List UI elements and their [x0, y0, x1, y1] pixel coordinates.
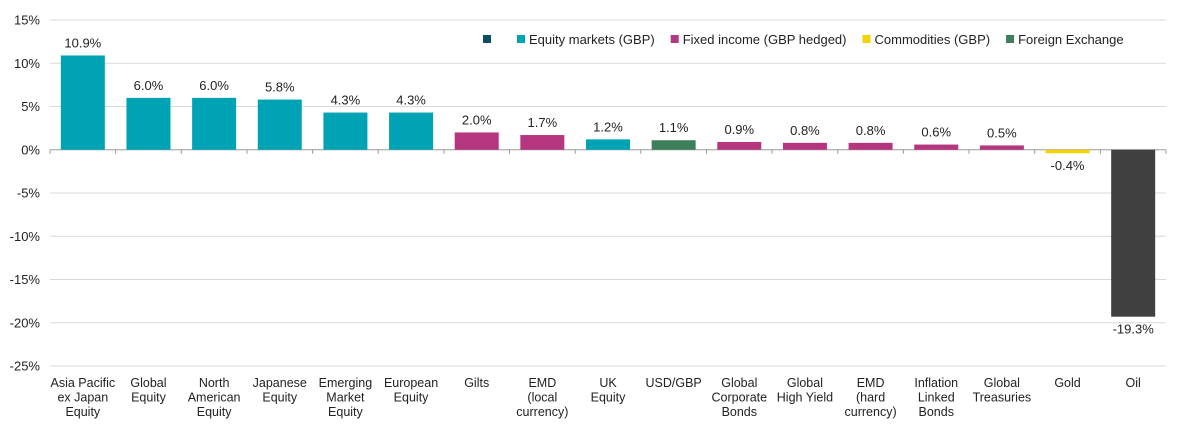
- x-category-label: Bonds: [722, 405, 757, 419]
- bar: [979, 145, 1024, 150]
- bar: [1111, 149, 1156, 317]
- bar: [782, 142, 827, 150]
- data-label: 0.8%: [790, 123, 820, 138]
- x-category-label: Equity: [197, 405, 232, 419]
- legend-label: Fixed income (GBP hedged): [683, 32, 847, 47]
- x-category-label: Inflation: [914, 376, 958, 390]
- bar: [389, 112, 434, 150]
- y-tick-label: -5%: [17, 186, 41, 201]
- x-category-label: European: [384, 376, 438, 390]
- bar: [60, 55, 105, 150]
- data-label: 0.8%: [856, 123, 886, 138]
- y-tick-label: 5%: [21, 99, 40, 114]
- bar: [520, 135, 565, 150]
- y-tick-label: 0%: [21, 142, 40, 157]
- y-tick-label: 10%: [14, 56, 40, 71]
- x-category-label: Market: [326, 391, 365, 405]
- x-category-label: Global: [130, 376, 166, 390]
- x-category-label: Asia Pacific: [51, 376, 116, 390]
- x-category-label: Linked: [918, 391, 955, 405]
- bar: [848, 142, 893, 150]
- bar: [586, 139, 630, 150]
- x-category-label: currency): [516, 405, 568, 419]
- x-category-label: USD/GBP: [646, 376, 702, 390]
- legend: Equity markets (GBP) Fixed income (GBP he…: [483, 32, 1124, 47]
- bar: [126, 97, 171, 150]
- data-label: 2.0%: [462, 112, 492, 127]
- x-category-label: Equity: [328, 405, 363, 419]
- x-category-label: (local: [527, 391, 557, 405]
- bar: [323, 112, 368, 150]
- x-category-label: Global: [787, 376, 823, 390]
- data-label: 1.7%: [528, 115, 558, 130]
- y-tick-label: -15%: [10, 272, 41, 287]
- data-label: 6.0%: [199, 78, 229, 93]
- x-category-label: Equity: [591, 391, 626, 405]
- x-category-label: Equity: [262, 391, 297, 405]
- x-category-label: Equity: [131, 391, 166, 405]
- data-label: -19.3%: [1113, 322, 1155, 337]
- x-category-label: North: [199, 376, 230, 390]
- x-category-label: Treasuries: [973, 391, 1032, 405]
- x-category-label: ex Japan: [57, 391, 108, 405]
- x-category-label: Gold: [1054, 376, 1080, 390]
- y-tick-label: 15%: [14, 13, 40, 28]
- data-label: 1.2%: [593, 119, 623, 134]
- x-category-label: High Yield: [777, 391, 833, 405]
- bar: [257, 99, 302, 150]
- legend-swatch: [1006, 35, 1015, 43]
- x-category-label: Gilts: [464, 376, 489, 390]
- data-label: 4.3%: [331, 93, 361, 108]
- legend-label: Foreign Exchange: [1018, 32, 1124, 47]
- x-category-label: Emerging: [319, 376, 373, 390]
- y-tick-label: -20%: [10, 315, 41, 330]
- data-labels: 10.9% 6.0% 6.0% 5.8% 4.3% 4.3% 2.0% 1.7% 1.2% 1.1…: [64, 35, 1154, 336]
- x-category-label: Global: [721, 376, 757, 390]
- x-category-label: Equity: [65, 405, 100, 419]
- x-category-label: Global: [984, 376, 1020, 390]
- y-axis: 15% 10% 5% 0% -5% -10% -15% -20% -25%: [10, 13, 41, 374]
- legend-label: Equity markets (GBP): [529, 32, 655, 47]
- data-label: 6.0%: [134, 78, 164, 93]
- x-category-label: currency): [845, 405, 897, 419]
- bar: [717, 141, 762, 150]
- data-label: 1.1%: [659, 120, 689, 135]
- x-category-label: Equity: [394, 391, 429, 405]
- x-category-label: Corporate: [711, 391, 767, 405]
- legend-swatch: [517, 35, 525, 43]
- x-category-label: Oil: [1126, 376, 1141, 390]
- legend-label: Commodities (GBP): [875, 32, 991, 47]
- bar: [914, 144, 959, 150]
- bar: [651, 140, 696, 150]
- bar: [454, 132, 499, 150]
- data-label: 10.9%: [64, 35, 101, 50]
- x-category-label: Bonds: [919, 405, 954, 419]
- x-category-label: (hard: [856, 391, 885, 405]
- x-category-label: UK: [599, 376, 617, 390]
- y-tick-label: -10%: [10, 229, 41, 244]
- legend-swatch: [862, 35, 871, 43]
- x-category-label: EMD: [528, 376, 556, 390]
- data-label: -0.4%: [1051, 158, 1085, 173]
- data-label: 0.6%: [921, 125, 951, 140]
- y-tick-label: -25%: [10, 359, 41, 374]
- data-label: 0.5%: [987, 125, 1017, 140]
- legend-swatch: [483, 35, 491, 43]
- bars: [60, 55, 1156, 317]
- x-category-label: EMD: [857, 376, 885, 390]
- bar: [1045, 149, 1090, 154]
- x-category-label: American: [188, 391, 241, 405]
- data-label: 4.3%: [396, 93, 426, 108]
- bar: [192, 97, 237, 150]
- data-label: 5.8%: [265, 80, 295, 95]
- gridlines: [50, 19, 1166, 367]
- x-category-label: Japanese: [253, 376, 307, 390]
- data-label: 0.9%: [724, 122, 754, 137]
- legend-swatch: [670, 35, 679, 43]
